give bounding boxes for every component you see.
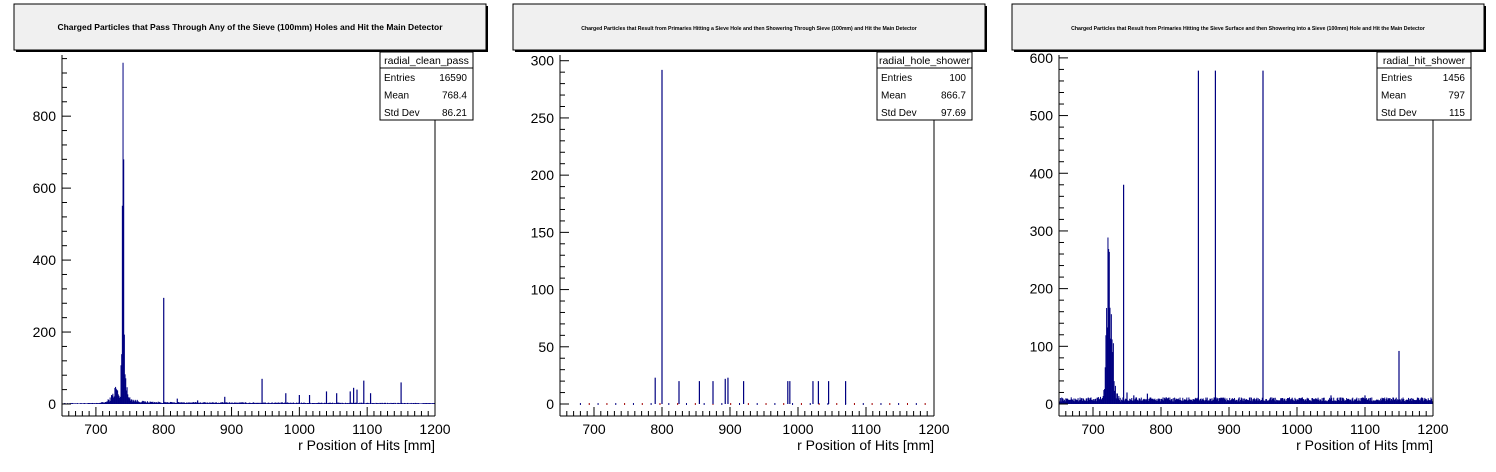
x-tick-label: 1100 bbox=[352, 421, 382, 437]
x-tick-label: 700 bbox=[582, 421, 606, 437]
y-tick-label: 500 bbox=[1030, 108, 1054, 124]
stats-row-value: 97.69 bbox=[941, 108, 966, 119]
stats-row-label: Std Dev bbox=[384, 108, 420, 119]
histogram-panel-2: Charged Particles that Result from Prima… bbox=[512, 3, 987, 453]
stats-box: radial_hole_shower Entries 100 Mean 866.7 Std… bbox=[876, 51, 973, 121]
stats-row-label: Entries bbox=[1381, 73, 1412, 84]
title-box bbox=[512, 3, 986, 51]
stats-row-value: 768.4 bbox=[442, 91, 467, 102]
stats-row-value: 115 bbox=[1449, 108, 1465, 119]
x-tick-label: 1100 bbox=[851, 421, 881, 437]
stats-row-label: Mean bbox=[1381, 91, 1406, 102]
x-tick-label: 900 bbox=[220, 421, 244, 437]
y-tick-label: 300 bbox=[1030, 223, 1054, 239]
y-tick-label: 50 bbox=[538, 339, 554, 355]
y-tick-label: 0 bbox=[1045, 396, 1053, 412]
stats-box-frame bbox=[379, 51, 474, 121]
stats-box: radial_hit_shower Entries 1456 Mean 797 Std D… bbox=[1376, 51, 1472, 121]
histogram-bars bbox=[1059, 70, 1433, 404]
stats-row-label: Mean bbox=[384, 91, 409, 102]
x-tick-label: 800 bbox=[1149, 421, 1173, 437]
y-tick-label: 400 bbox=[33, 252, 57, 268]
x-axis-label: r Position of Hits [mm] bbox=[1296, 437, 1433, 453]
y-tick-label: 0 bbox=[48, 396, 56, 412]
chart-title: Charged Particles that Pass Through Any … bbox=[57, 22, 443, 32]
y-tick-label: 150 bbox=[531, 224, 555, 240]
y-tick-label: 300 bbox=[531, 53, 555, 69]
y-tick-label: 200 bbox=[33, 324, 57, 340]
x-tick-label: 1000 bbox=[1281, 421, 1312, 437]
x-tick-label: 900 bbox=[718, 421, 742, 437]
stats-row-label: Mean bbox=[881, 91, 906, 102]
stats-name: radial_clean_pass bbox=[384, 55, 469, 67]
stats-row-value: 100 bbox=[949, 73, 966, 84]
histogram-bars bbox=[62, 62, 435, 404]
y-tick-label: 200 bbox=[531, 167, 555, 183]
x-tick-label: 800 bbox=[152, 421, 176, 437]
histogram-panel-3: Charged Particles that Result from Prima… bbox=[1011, 3, 1486, 453]
x-tick-label: 1100 bbox=[1350, 421, 1380, 437]
x-tick-label: 800 bbox=[650, 421, 674, 437]
stats-box-frame bbox=[1376, 51, 1472, 121]
x-tick-label: 1200 bbox=[918, 421, 949, 437]
y-tick-label: 600 bbox=[1030, 50, 1054, 66]
x-tick-label: 700 bbox=[1081, 421, 1105, 437]
stats-row-label: Entries bbox=[881, 73, 912, 84]
y-tick-label: 400 bbox=[1030, 165, 1054, 181]
x-tick-label: 1000 bbox=[284, 421, 315, 437]
stats-row-label: Entries bbox=[384, 73, 415, 84]
x-tick-label: 1200 bbox=[1417, 421, 1448, 437]
title-box bbox=[13, 3, 487, 51]
x-tick-label: 900 bbox=[1217, 421, 1241, 437]
histogram-panel-1: Charged Particles that Pass Through Any … bbox=[13, 3, 488, 453]
x-axis-label: r Position of Hits [mm] bbox=[298, 437, 435, 453]
stats-row-value: 16590 bbox=[439, 73, 467, 84]
y-tick-label: 0 bbox=[546, 396, 554, 412]
stats-row-label: Std Dev bbox=[881, 108, 917, 119]
y-tick-label: 800 bbox=[33, 108, 57, 124]
stats-box-frame bbox=[876, 51, 973, 121]
y-tick-label: 250 bbox=[531, 110, 555, 126]
stats-row-label: Std Dev bbox=[1381, 108, 1417, 119]
stats-row-value: 866.7 bbox=[941, 91, 966, 102]
y-tick-label: 200 bbox=[1030, 281, 1054, 297]
stats-name: radial_hit_shower bbox=[1383, 55, 1466, 67]
stats-row-value: 797 bbox=[1448, 91, 1465, 102]
stats-name: radial_hole_shower bbox=[879, 55, 971, 67]
x-tick-label: 700 bbox=[84, 421, 108, 437]
chart-title: Charged Particles that Result from Prima… bbox=[581, 26, 917, 32]
x-tick-label: 1000 bbox=[782, 421, 813, 437]
x-tick-label: 1200 bbox=[419, 421, 450, 437]
y-tick-label: 100 bbox=[1030, 338, 1054, 354]
histogram-bars bbox=[579, 69, 926, 405]
chart-title: Charged Particles that Result from Prima… bbox=[1071, 26, 1425, 32]
stats-row-value: 86.21 bbox=[442, 108, 467, 119]
y-tick-label: 100 bbox=[531, 282, 555, 298]
x-axis-label: r Position of Hits [mm] bbox=[797, 437, 934, 453]
stats-box: radial_clean_pass Entries 16590 Mean 768.4 St… bbox=[379, 51, 474, 121]
title-box bbox=[1011, 3, 1485, 51]
stats-row-value: 1456 bbox=[1443, 73, 1466, 84]
y-tick-label: 600 bbox=[33, 180, 57, 196]
